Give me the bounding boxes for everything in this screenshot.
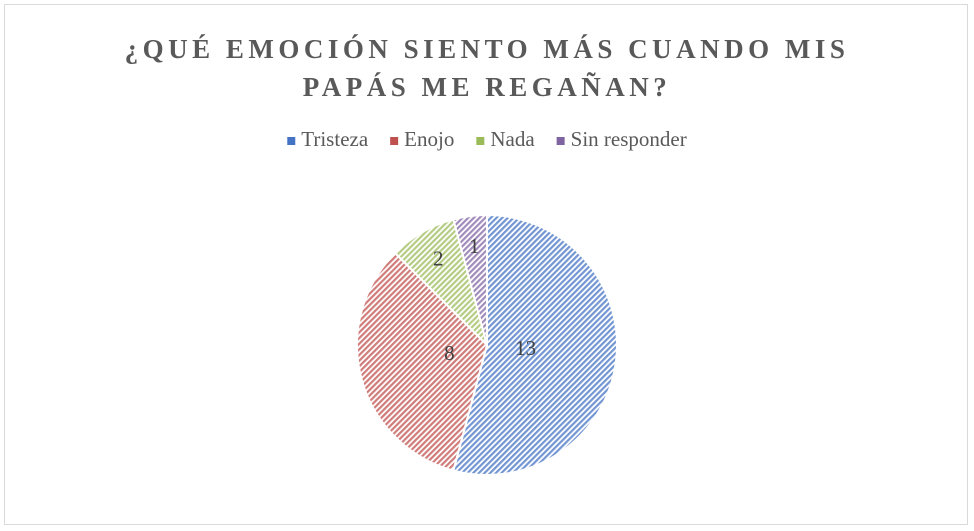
legend-marker (390, 137, 399, 145)
data-label: 8 (444, 341, 455, 365)
data-label: 13 (515, 336, 536, 360)
legend-label: Enojo (404, 127, 454, 151)
legend-label: Nada (490, 127, 535, 151)
legend-marker (556, 137, 565, 145)
pie-slice (452, 213, 488, 346)
pie-slice (452, 213, 618, 476)
data-label: 1 (469, 234, 480, 258)
legend-marker (287, 137, 296, 145)
chart-title: ¿QUÉ EMOCIÓN SIENTO MÁS CUANDO MIS PAPÁS… (124, 34, 850, 102)
legend-label: Tristeza (301, 127, 369, 151)
pie-slice (356, 251, 489, 472)
chart-area (4, 4, 968, 525)
data-label: 2 (433, 246, 444, 270)
legend-label: Sin responder (571, 127, 687, 151)
legend-marker (476, 137, 485, 145)
